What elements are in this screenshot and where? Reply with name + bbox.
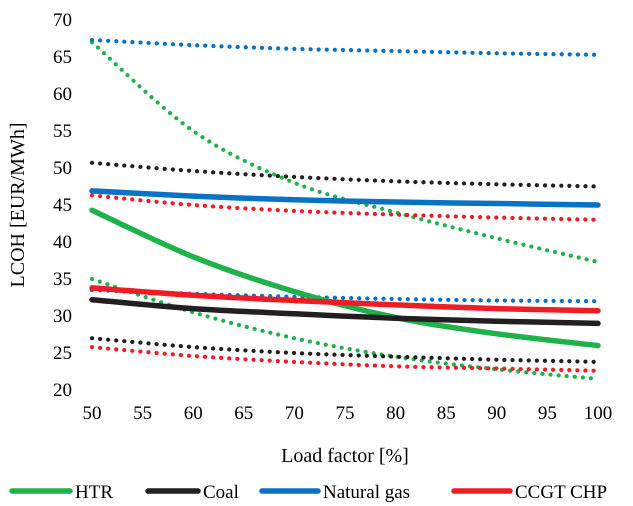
legend-label-htr: HTR bbox=[75, 482, 113, 503]
y-axis-ticks: 20 25 30 35 40 45 50 55 60 65 70 bbox=[53, 10, 72, 401]
y-tick-label: 55 bbox=[53, 121, 72, 142]
y-tick-label: 30 bbox=[53, 306, 72, 327]
x-tick-label: 85 bbox=[437, 403, 456, 424]
legend: HTR Coal Natural gas CCGT CHP bbox=[9, 482, 607, 503]
x-axis-title: Load factor [%] bbox=[281, 445, 409, 467]
x-tick-label: 75 bbox=[336, 403, 355, 424]
plot-area bbox=[89, 37, 601, 381]
y-tick-label: 25 bbox=[53, 343, 72, 364]
x-tick-label: 100 bbox=[584, 403, 613, 424]
y-tick-label: 20 bbox=[53, 380, 72, 401]
ccgt-chp-dotted-series-11 bbox=[89, 345, 601, 373]
coal-dotted-series-4 bbox=[89, 160, 601, 189]
y-tick-label: 45 bbox=[53, 195, 72, 216]
natural-gas-dotted-series-7 bbox=[89, 37, 601, 57]
natural-gas-solid-series-6 bbox=[89, 188, 601, 208]
y-tick-label: 65 bbox=[53, 47, 72, 68]
htr-solid-series-0 bbox=[89, 207, 601, 349]
y-tick-label: 70 bbox=[53, 10, 72, 31]
htr-dotted-series-2 bbox=[89, 276, 601, 381]
coal-dotted-series-5 bbox=[89, 336, 601, 364]
legend-label-natural-gas: Natural gas bbox=[323, 482, 410, 503]
x-tick-label: 95 bbox=[538, 403, 557, 424]
x-tick-label: 90 bbox=[487, 403, 506, 424]
legend-label-ccgt-chp: CCGT CHP bbox=[515, 482, 607, 503]
coal-solid-series-3 bbox=[89, 296, 601, 327]
y-tick-label: 60 bbox=[53, 84, 72, 105]
x-tick-label: 50 bbox=[83, 403, 102, 424]
ccgt-chp-dotted-series-10 bbox=[89, 193, 601, 222]
x-tick-label: 60 bbox=[184, 403, 203, 424]
x-axis-ticks: 50 55 60 65 70 75 80 85 90 95 100 bbox=[83, 403, 613, 424]
y-tick-label: 50 bbox=[53, 158, 72, 179]
htr-dotted-series-1 bbox=[89, 40, 601, 265]
legend-label-coal: Coal bbox=[203, 482, 239, 503]
y-tick-label: 40 bbox=[53, 232, 72, 253]
y-tick-label: 35 bbox=[53, 269, 72, 290]
x-tick-label: 55 bbox=[133, 403, 152, 424]
ccgt-chp-solid-series-9 bbox=[89, 285, 601, 314]
x-tick-label: 65 bbox=[234, 403, 253, 424]
y-axis-title: LCOH [EUR/MWh] bbox=[7, 123, 29, 288]
x-tick-label: 70 bbox=[285, 403, 304, 424]
x-tick-label: 80 bbox=[386, 403, 405, 424]
